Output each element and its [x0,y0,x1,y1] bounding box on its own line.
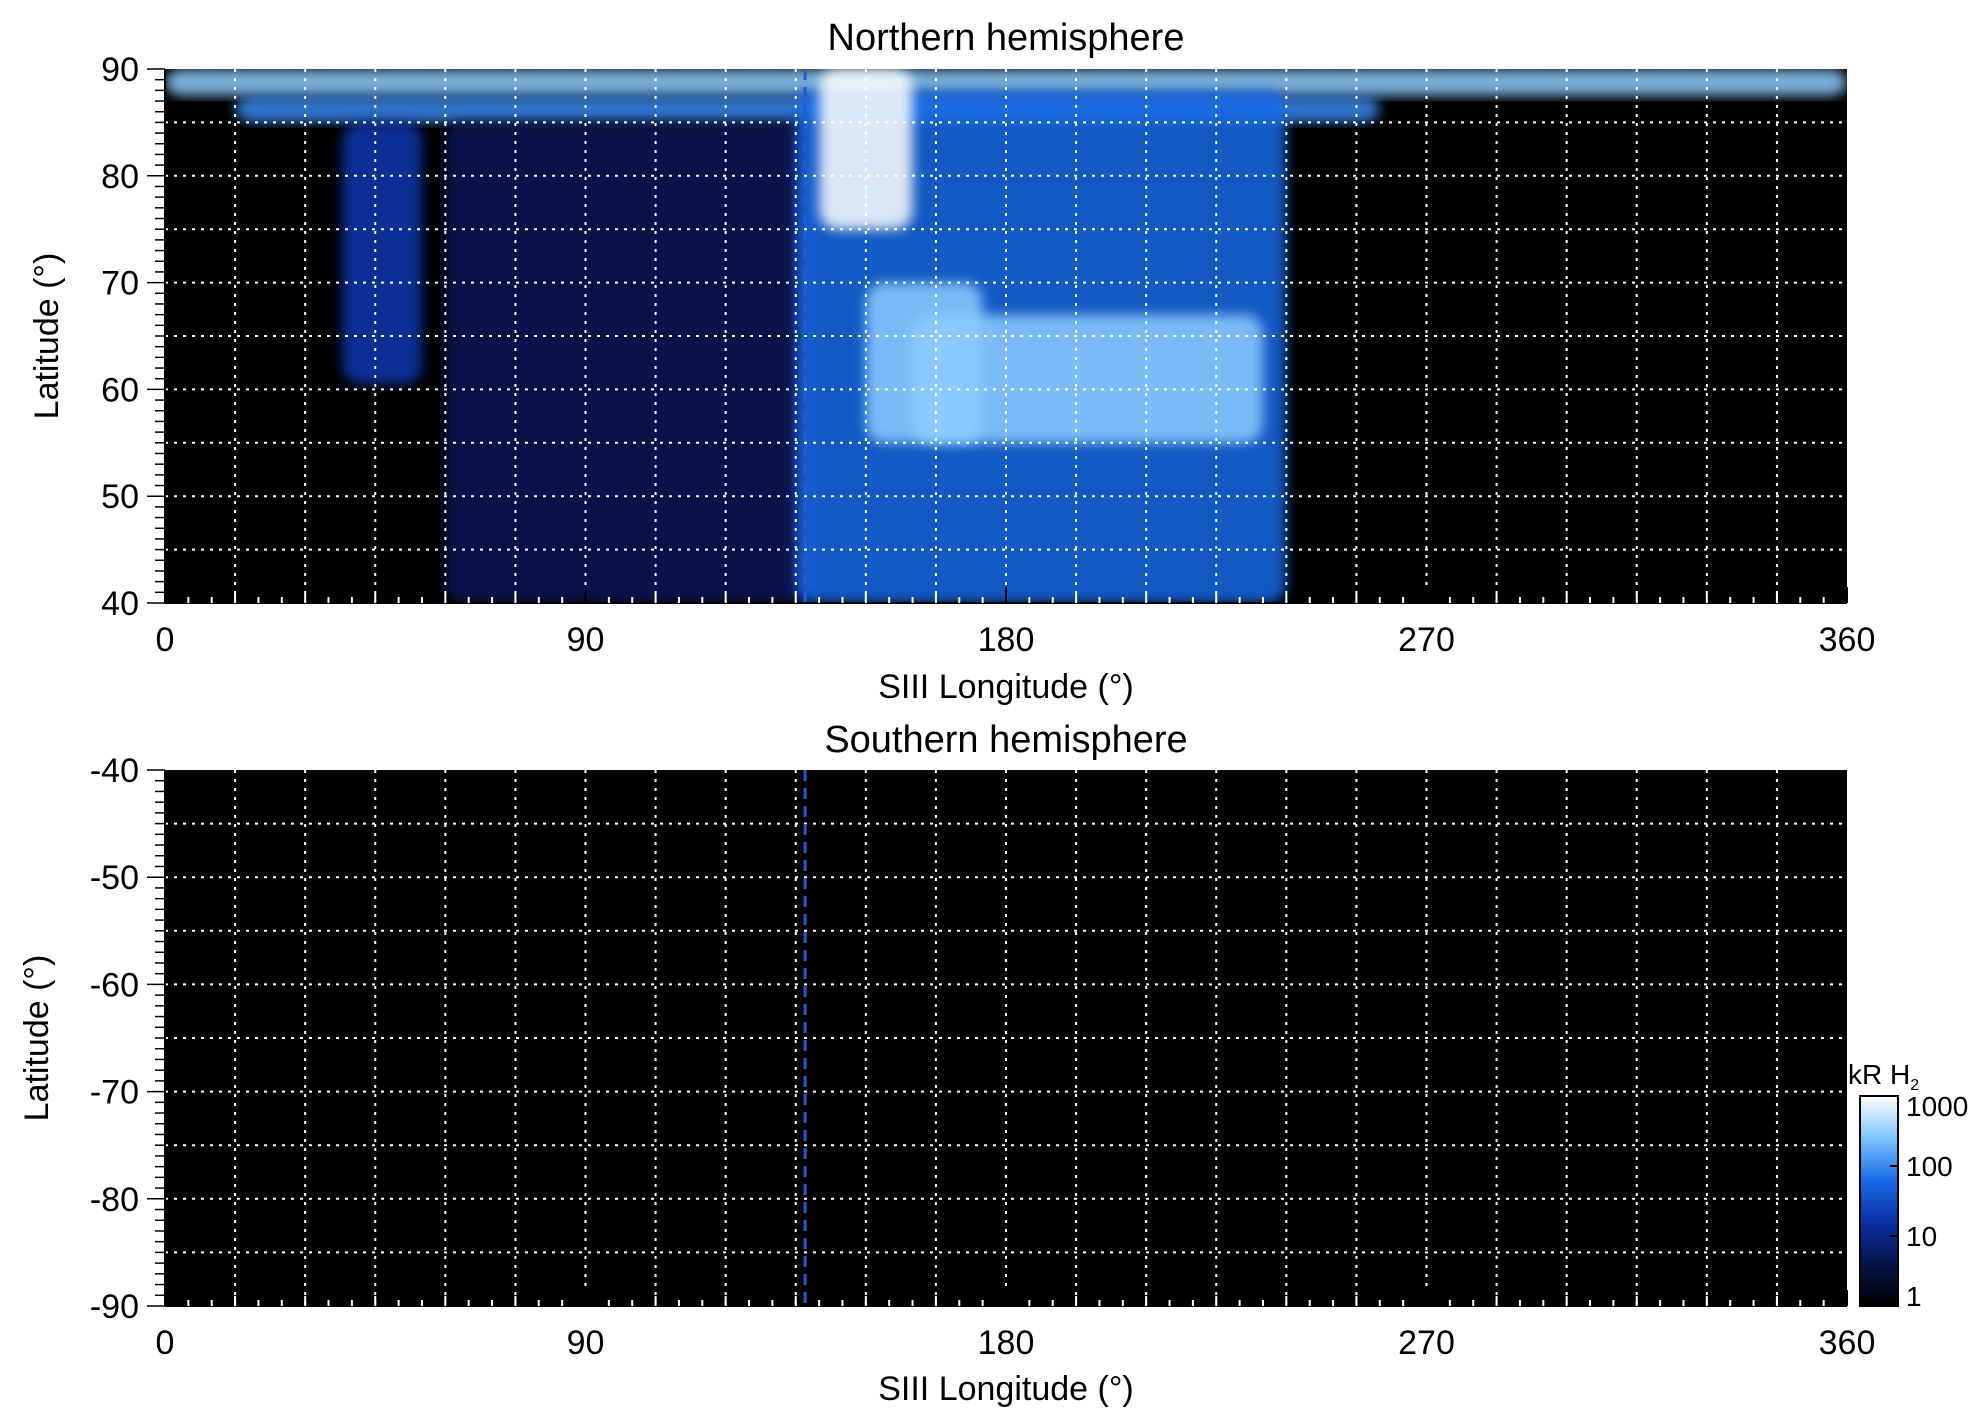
emission-region-2 [342,122,422,385]
x-tick-label: 270 [1398,621,1455,659]
northern-title: Northern hemisphere [828,17,1185,59]
colorbar-tick-label: 1 [1906,1281,1922,1312]
colorbar-tick-label: 100 [1906,1151,1953,1182]
y-tick-label: -40 [90,752,139,790]
y-tick-label: 80 [101,158,139,196]
southern-axes [147,769,1848,1307]
colorbar-tick-label: 1000 [1906,1091,1968,1122]
emission-region-7 [912,314,1263,443]
y-tick-label: 60 [101,371,139,409]
southern-x-tick-labels: 0 90 180 270 360 [156,1324,1876,1362]
northern-x-axis-label: SIII Longitude (°) [878,668,1134,706]
x-tick-label: 270 [1398,1324,1455,1362]
colorbar-label: kR H2 [1848,1059,1919,1094]
colorbar-tick-label: 10 [1906,1221,1937,1252]
southern-x-axis-label: SIII Longitude (°) [878,1370,1134,1408]
x-tick-label: 180 [978,621,1035,659]
southern-y-axis-label: Latitude (°) [18,955,56,1122]
southern-grid [165,770,1847,1306]
northern-panel: Northern hemisphere 90 80 70 60 50 40 0 90 180 2… [28,17,1875,706]
emission-region-5 [819,69,913,230]
emission-region-3 [445,122,820,603]
y-tick-label: -80 [90,1181,139,1219]
northern-y-tick-labels: 90 80 70 60 50 40 [101,51,139,623]
colorbar-label-main: kR H [1848,1059,1910,1090]
colorbar-gradient [1859,1095,1899,1307]
y-tick-label: 40 [101,585,139,623]
colorbar-ticks: 1000 100 10 1 [1890,1091,1968,1312]
y-tick-label: -70 [90,1074,139,1112]
x-tick-label: 180 [978,1324,1035,1362]
southern-title: Southern hemisphere [824,719,1187,761]
southern-y-tick-labels: -40 -50 -60 -70 -80 -90 [90,752,139,1326]
y-tick-label: -50 [90,859,139,897]
x-tick-label: 90 [567,1324,605,1362]
northern-grid [165,69,1847,603]
northern-x-tick-labels: 0 90 180 270 360 [156,621,1876,659]
x-tick-label: 0 [156,1324,175,1362]
y-tick-label: 70 [101,265,139,303]
x-tick-label: 360 [1819,1324,1876,1362]
colorbar: kR H2 1000 100 10 1 [1848,1059,1968,1312]
y-tick-label: 90 [101,51,139,89]
y-tick-label: -60 [90,966,139,1004]
x-tick-label: 0 [156,621,175,659]
southern-panel: Southern hemisphere -40 -50 -60 -70 -80 -90 0… [18,719,1875,1408]
colorbar-label-subscript: 2 [1910,1077,1919,1094]
y-tick-label: -90 [90,1288,139,1326]
y-tick-label: 50 [101,478,139,516]
x-tick-label: 360 [1819,621,1876,659]
northern-y-axis-label: Latitude (°) [28,253,66,420]
x-tick-label: 90 [567,621,605,659]
northern-axes [147,68,1848,604]
